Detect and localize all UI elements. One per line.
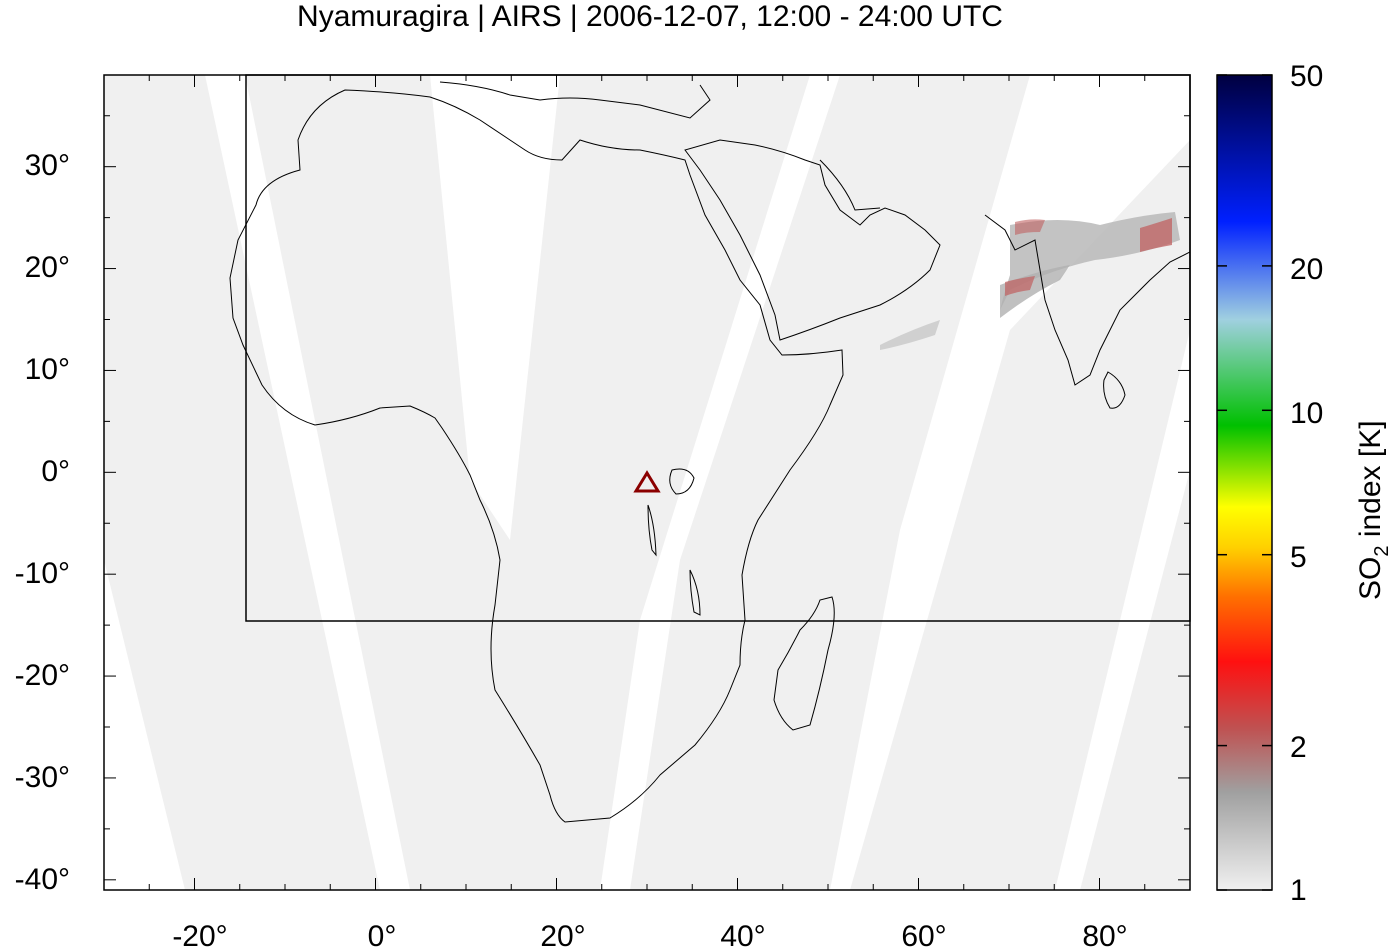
swath-gap <box>1055 330 1190 890</box>
colorbar-tick-label: 10 <box>1290 397 1323 430</box>
colorbar-gradient <box>1216 74 1273 891</box>
madagascar-coastline <box>773 596 835 731</box>
swath-gap <box>104 420 185 890</box>
colorbar-tick-label: 2 <box>1290 731 1307 764</box>
x-tick-label: 80° <box>1082 920 1127 950</box>
y-tick-label: 30° <box>25 149 70 182</box>
y-tick-label: 20° <box>25 251 70 284</box>
colorbar-tick-label: 5 <box>1290 541 1307 574</box>
mediterranean-coast <box>439 81 711 119</box>
swath-gap <box>430 75 560 540</box>
india-coastline <box>984 214 1190 386</box>
airs-swaths <box>104 75 1190 890</box>
colorbar-title: SO2 index [K] <box>1354 420 1388 600</box>
lake-tanganyika <box>647 504 657 557</box>
x-tick-label: 20° <box>540 920 585 950</box>
x-tick-label: 0° <box>368 920 397 950</box>
swath-gap <box>600 75 840 890</box>
volcano-marker <box>633 470 661 493</box>
colorbar-ticks <box>1217 74 1272 891</box>
persian-gulf <box>819 159 881 211</box>
colorbar-tick-label: 1 <box>1290 874 1307 907</box>
swath-gap <box>205 75 410 890</box>
africa-coastline <box>229 89 844 823</box>
y-tick-label: -40° <box>15 863 70 896</box>
so2-signal <box>880 212 1180 350</box>
colorbar-tick-label: 20 <box>1290 253 1323 286</box>
y-tick-label: -10° <box>15 557 70 590</box>
colorbar-tick-label: 50 <box>1290 60 1323 93</box>
minor-ticks <box>103 75 1191 890</box>
srilanka-coastline <box>1103 371 1126 409</box>
map-title: Nyamuragira | AIRS | 2006-12-07, 12:00 -… <box>297 0 1003 33</box>
colorbar: 50 20 10 5 2 1 SO2 index [K] <box>1216 60 1388 907</box>
y-tick-label: 10° <box>25 353 70 386</box>
arabia-coastline <box>684 139 941 341</box>
x-axis: -20° 0° 20° 40° 60° 80° <box>172 920 1127 950</box>
y-tick-label: -20° <box>15 659 70 692</box>
x-tick-label: 60° <box>901 920 946 950</box>
coastlines <box>229 81 1190 823</box>
y-tick-label: 0° <box>41 455 70 488</box>
lake-malawi <box>689 569 701 616</box>
x-tick-label: -20° <box>172 920 227 950</box>
x-tick-label: 40° <box>720 920 765 950</box>
lake-victoria <box>669 468 695 495</box>
y-tick-label: -30° <box>15 761 70 794</box>
y-axis: 30° 20° 10° 0° -10° -20° -30° -40° <box>15 149 70 896</box>
